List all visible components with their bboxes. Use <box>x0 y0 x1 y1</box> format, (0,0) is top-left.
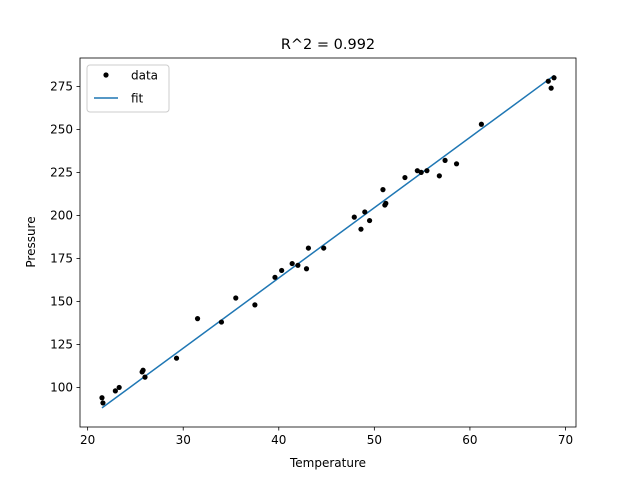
data-point <box>116 384 122 391</box>
data-point <box>383 200 389 206</box>
y-tick-label: 275 <box>50 80 73 94</box>
y-tick-label: 200 <box>50 209 73 223</box>
y-tick-label: 150 <box>50 295 73 309</box>
y-tick-label: 250 <box>50 123 73 137</box>
fit-line <box>101 74 555 409</box>
plot-layer <box>99 74 557 409</box>
y-tick-label: 100 <box>50 381 73 395</box>
x-axis-title: Temperature <box>289 456 366 470</box>
data-point <box>303 266 310 272</box>
data-point <box>442 157 448 163</box>
data-point <box>142 374 148 380</box>
x-tick-label: 40 <box>271 433 286 447</box>
data-point <box>173 355 180 361</box>
ticks-layer: 20 30 40 50 60 70 100 125 150 175 200 225 250 275 <box>50 80 573 447</box>
data-point <box>100 400 106 406</box>
data-point <box>478 121 484 127</box>
data-point <box>358 226 364 232</box>
legend-marker-data <box>103 72 109 78</box>
data-point <box>289 260 295 267</box>
data-point <box>545 78 551 84</box>
y-tick-label: 125 <box>50 338 73 352</box>
data-point <box>112 388 118 394</box>
data-point <box>453 161 460 167</box>
data-point <box>380 187 386 193</box>
data-point <box>272 274 278 280</box>
data-point <box>194 316 201 322</box>
data-point <box>295 262 301 268</box>
data-point <box>548 85 554 91</box>
axes-frame <box>79 57 577 428</box>
legend-label-fit: fit <box>131 92 144 106</box>
data-point <box>402 174 408 181</box>
legend-label-data: data <box>131 69 158 83</box>
y-axis-title: Pressure <box>24 216 38 267</box>
x-tick-label: 20 <box>80 433 95 447</box>
data-point <box>436 173 442 179</box>
data-point <box>252 302 258 308</box>
data-point <box>321 245 327 251</box>
data-point <box>233 295 239 301</box>
data-point <box>279 267 285 274</box>
y-tick-label: 225 <box>50 166 73 180</box>
data-point <box>366 217 373 224</box>
data-point <box>362 209 368 215</box>
data-point <box>424 168 430 174</box>
data-point <box>218 319 225 325</box>
x-tick-label: 60 <box>462 433 477 447</box>
data-point <box>140 367 146 373</box>
x-tick-label: 30 <box>176 433 191 447</box>
data-point <box>351 214 357 220</box>
x-tick-label: 70 <box>558 433 573 447</box>
data-point <box>551 75 557 81</box>
legend: data fit <box>86 64 170 113</box>
chart-title: R^2 = 0.992 <box>281 37 375 53</box>
data-point <box>418 169 424 175</box>
y-tick-label: 175 <box>50 252 73 266</box>
data-point <box>305 245 312 251</box>
x-tick-label: 50 <box>367 433 382 447</box>
data-point <box>99 395 105 401</box>
